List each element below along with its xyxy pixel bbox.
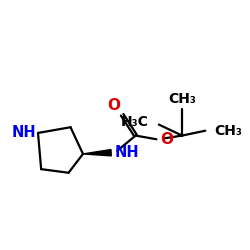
- Text: O: O: [107, 98, 120, 113]
- Text: O: O: [160, 132, 173, 147]
- Text: CH₃: CH₃: [215, 124, 242, 138]
- Polygon shape: [83, 150, 111, 156]
- Text: CH₃: CH₃: [168, 92, 196, 106]
- Text: NH: NH: [115, 145, 140, 160]
- Text: NH: NH: [12, 126, 36, 140]
- Text: H₃C: H₃C: [121, 115, 149, 129]
